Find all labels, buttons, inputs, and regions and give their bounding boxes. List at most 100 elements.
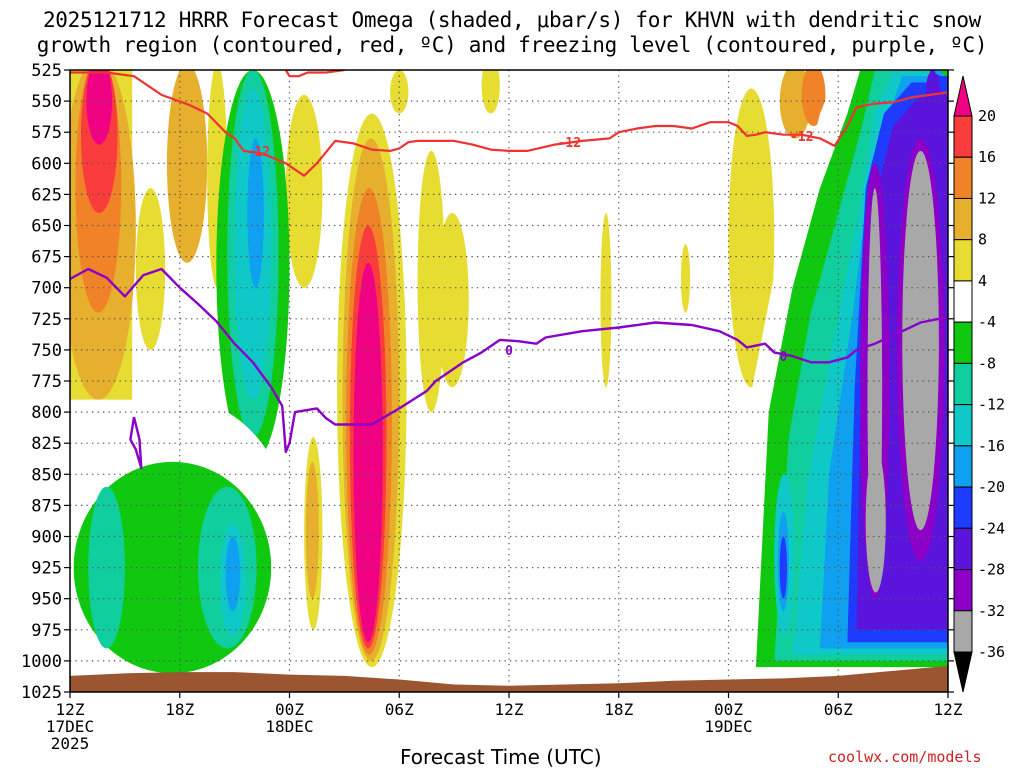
freezing-contour-label: 0 xyxy=(505,344,513,359)
omega-positive-region xyxy=(359,312,380,637)
y-tick-label: 900 xyxy=(31,528,62,548)
chart-title-line2: growth region (contoured, red, ºC) and f… xyxy=(36,33,988,57)
dgz-isotherm-line xyxy=(70,71,948,177)
freezing-level-line xyxy=(70,267,948,454)
omega-positive-region xyxy=(285,94,323,288)
colorbar-segment xyxy=(953,156,973,199)
omega-positive-region xyxy=(680,244,691,313)
colorbar-segment xyxy=(953,569,973,612)
colorbar-segment xyxy=(953,321,973,364)
omega-negative-region xyxy=(225,536,241,612)
colorbar-label: -20 xyxy=(978,478,1005,496)
omega-negative-region xyxy=(426,436,455,637)
x-tick-label: 18DEC xyxy=(265,717,313,736)
y-tick-label: 625 xyxy=(31,185,62,205)
omega-negative-region xyxy=(902,150,939,531)
omega-negative-region xyxy=(88,486,125,649)
colorbar-segment xyxy=(953,362,973,406)
dgz-contour-label: -12 xyxy=(247,145,270,160)
y-axis: 525 550 575 600 625 650 675 700 725 750 775 800 825 8… xyxy=(21,61,954,703)
dgz-isotherm-line xyxy=(284,70,345,78)
x-tick-label: 12Z xyxy=(934,700,963,719)
omega-negative-region xyxy=(779,536,788,599)
omega-negative-region xyxy=(865,449,886,593)
credit-link[interactable]: coolwx.com/models xyxy=(828,748,982,766)
omega-negative-region xyxy=(933,70,948,77)
colorbar-segment xyxy=(953,197,973,241)
x-tick-label: 18Z xyxy=(165,700,194,719)
colorbar-min-arrow xyxy=(953,651,973,693)
colorbar-label: -4 xyxy=(978,313,996,331)
y-tick-label: 825 xyxy=(31,434,62,454)
omega-positive-region xyxy=(600,213,612,388)
chart-title-line1: 2025121712 HRRR Forecast Omega (shaded, … xyxy=(42,8,982,32)
colorbar-segment xyxy=(953,445,973,488)
colorbar-label: 4 xyxy=(978,272,987,290)
colorbar-segment xyxy=(953,527,973,571)
freezing-level-line xyxy=(129,416,143,470)
y-tick-label: 700 xyxy=(31,279,62,299)
omega-negative-region xyxy=(938,70,948,95)
colorbar: 20 16 12 8 4 -4 -8 -12 -16 -20 -24 -28 -32 -36 xyxy=(953,75,1005,693)
omega-positive-region xyxy=(86,70,113,145)
x-axis-title: Forecast Time (UTC) xyxy=(400,745,602,769)
colorbar-segment xyxy=(953,239,973,282)
omega-negative-region xyxy=(627,492,674,649)
y-tick-label: 950 xyxy=(31,590,62,610)
x-tick-label: 17DEC xyxy=(46,717,94,736)
y-tick-label: 750 xyxy=(31,341,62,361)
x-tick-label: 18Z xyxy=(604,700,633,719)
y-tick-label: 800 xyxy=(31,403,62,423)
y-tick-label: 550 xyxy=(31,92,62,112)
colorbar-segment xyxy=(953,404,973,447)
x-tick-label: 00Z xyxy=(275,700,304,719)
omega-positive-region xyxy=(801,70,826,126)
colorbar-label: -28 xyxy=(978,561,1005,579)
dgz-contour-label: -12 xyxy=(790,130,813,145)
terrain-layer xyxy=(70,665,948,692)
y-tick-label: 1000 xyxy=(21,652,62,672)
omega-positive-region xyxy=(390,70,409,114)
y-tick-label: 1025 xyxy=(21,683,62,703)
colorbar-label: 8 xyxy=(978,231,987,249)
y-tick-label: 975 xyxy=(31,621,62,641)
y-tick-label: 675 xyxy=(31,248,62,268)
terrain-surface xyxy=(70,665,948,692)
colorbar-segment xyxy=(953,280,973,323)
omega-positive-region xyxy=(417,150,445,413)
y-tick-label: 775 xyxy=(31,372,62,392)
colorbar-label: -36 xyxy=(978,643,1005,661)
colorbar-label: -8 xyxy=(978,354,996,372)
y-tick-label: 575 xyxy=(31,123,62,143)
colorbar-segment xyxy=(953,486,973,529)
x-tick-label: 2025 xyxy=(51,734,90,753)
omega-positive-region xyxy=(728,88,775,388)
contour-layer: -12 -12 -12 0 0 xyxy=(70,70,948,470)
colorbar-label: 16 xyxy=(978,148,996,166)
x-tick-label: 06Z xyxy=(385,700,414,719)
y-tick-label: 600 xyxy=(31,154,62,174)
colorbar-label: -24 xyxy=(978,519,1005,537)
y-tick-label: 850 xyxy=(31,465,62,485)
colorbar-segment xyxy=(953,115,973,158)
x-tick-label: 06Z xyxy=(824,700,853,719)
x-tick-label: 19DEC xyxy=(704,717,752,736)
colorbar-max-arrow xyxy=(953,75,973,117)
omega-negative-region xyxy=(322,70,334,263)
omega-positive-region xyxy=(305,461,319,599)
omega-negative-region xyxy=(941,70,948,77)
colorbar-label: -16 xyxy=(978,437,1005,455)
x-tick-label: 12Z xyxy=(495,700,524,719)
y-tick-label: 725 xyxy=(31,310,62,330)
y-tick-label: 650 xyxy=(31,217,62,237)
omega-negative-region xyxy=(569,486,610,661)
freezing-contour-label: 0 xyxy=(779,350,787,365)
x-tick-label: 12Z xyxy=(56,700,85,719)
colorbar-segment xyxy=(953,610,973,653)
y-tick-label: 925 xyxy=(31,559,62,579)
colorbar-label: -32 xyxy=(978,602,1005,620)
colorbar-label: -12 xyxy=(978,396,1005,414)
x-tick-label: 00Z xyxy=(714,700,743,719)
